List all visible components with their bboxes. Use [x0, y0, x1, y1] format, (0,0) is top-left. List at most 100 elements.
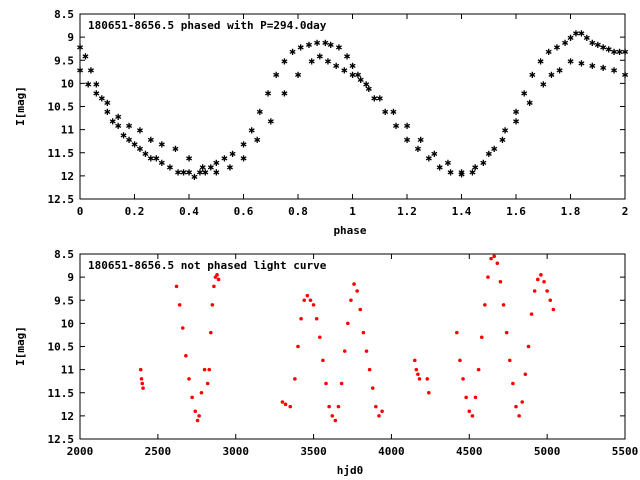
data-point	[498, 279, 503, 284]
data-point: ✱	[502, 124, 509, 137]
x-tick-label: 2500	[145, 445, 172, 458]
y-tick-label: 10	[61, 317, 74, 330]
data-point: ✱	[180, 165, 187, 178]
data-point	[283, 402, 288, 407]
light-curve-plot: 2000 2500 3000 3500 4000 4500 5000 5500 8.5 9 9.5 1…	[14, 248, 638, 477]
data-point: ✱	[404, 119, 411, 132]
x-tick-label: 5500	[612, 445, 639, 458]
x-tick-label: 1.6	[506, 205, 526, 218]
data-point: ✱	[605, 43, 612, 56]
data-point: ✱	[295, 68, 302, 81]
data-point	[473, 395, 478, 400]
data-point	[467, 409, 472, 414]
data-point: ✱	[376, 91, 383, 104]
data-point: ✱	[88, 64, 95, 77]
data-point: ✱	[333, 59, 340, 72]
data-point	[545, 289, 549, 293]
data-point: ✱	[98, 91, 105, 104]
data-point: ✱	[186, 151, 193, 164]
data-point	[280, 400, 285, 404]
data-point	[180, 326, 185, 330]
data-point: ✱	[363, 77, 370, 90]
data-point	[339, 381, 344, 386]
data-point	[479, 335, 484, 340]
x-tick-label: 1	[349, 205, 356, 218]
data-point	[305, 293, 310, 298]
data-point: ✱	[82, 50, 89, 63]
data-point: ✱	[584, 31, 591, 44]
data-point: ✱	[556, 64, 563, 77]
data-point: ✱	[445, 156, 452, 169]
data-point	[361, 330, 366, 335]
data-point: ✱	[191, 170, 198, 183]
y-tick-label: 9	[67, 271, 74, 284]
data-point: ✱	[573, 27, 580, 40]
data-point: ✱	[306, 38, 313, 51]
data-point: ✱	[513, 105, 520, 118]
data-point: ✱	[472, 161, 479, 174]
data-point	[209, 330, 213, 335]
data-point	[542, 279, 546, 284]
y-tick-label: 8.5	[54, 8, 74, 21]
data-point	[346, 321, 350, 326]
x-tick-label: 1.2	[397, 205, 417, 218]
data-point: ✱	[322, 36, 329, 49]
data-point: ✱	[589, 36, 596, 49]
x-tick-label: 0.2	[125, 205, 145, 218]
data-point	[210, 303, 215, 307]
data-point: ✱	[186, 165, 193, 178]
y-tick-label: 12.5	[48, 433, 75, 446]
data-point: ✱	[229, 147, 236, 160]
data-point: ✱	[355, 68, 362, 81]
data-point: ✱	[207, 161, 214, 174]
data-point	[336, 404, 341, 409]
data-point: ✱	[267, 114, 274, 127]
data-point: ✱	[554, 40, 561, 53]
data-point: ✱	[221, 151, 228, 164]
data-point: ✱	[447, 165, 454, 178]
x-tick-label: 4500	[456, 445, 483, 458]
data-point: ✱	[148, 151, 155, 164]
data-point	[461, 377, 465, 381]
data-point	[293, 377, 297, 381]
data-point: ✱	[126, 119, 133, 132]
x-tick-label: 4000	[378, 445, 405, 458]
data-point: ✱	[265, 87, 272, 100]
y-tick-label: 11	[61, 124, 75, 137]
data-point	[517, 414, 521, 418]
data-point: ✱	[142, 147, 149, 160]
data-point: ✱	[126, 133, 133, 146]
data-point	[318, 335, 322, 340]
data-point	[380, 409, 384, 414]
data-point	[367, 367, 372, 372]
x-tick-label: 5000	[534, 445, 561, 458]
data-point: ✱	[349, 59, 356, 72]
data-point: ✱	[499, 133, 506, 146]
data-point	[374, 404, 378, 409]
light-curve-points	[138, 254, 556, 423]
data-point	[174, 284, 179, 289]
data-point	[489, 256, 493, 261]
data-point: ✱	[93, 77, 100, 90]
data-point: ✱	[120, 128, 127, 141]
data-point: ✱	[93, 87, 100, 100]
y-tick-label: 9	[67, 31, 74, 44]
data-point: ✱	[480, 156, 487, 169]
data-point	[529, 312, 534, 316]
data-point: ✱	[297, 40, 304, 53]
data-point: ✱	[600, 40, 607, 53]
data-point	[370, 386, 375, 390]
data-point: ✱	[148, 133, 155, 146]
data-point: ✱	[537, 54, 544, 67]
phased-plot-title: 180651-8656.5 phased with P=294.0day	[88, 19, 327, 32]
data-point	[349, 298, 353, 303]
data-point: ✱	[308, 54, 315, 67]
y-tick-label: 10.5	[48, 341, 75, 354]
data-point	[296, 344, 300, 349]
data-point	[523, 372, 528, 377]
y-tick-label: 10	[61, 77, 74, 90]
data-point	[501, 303, 506, 307]
data-point: ✱	[382, 105, 389, 118]
data-point	[212, 284, 216, 289]
